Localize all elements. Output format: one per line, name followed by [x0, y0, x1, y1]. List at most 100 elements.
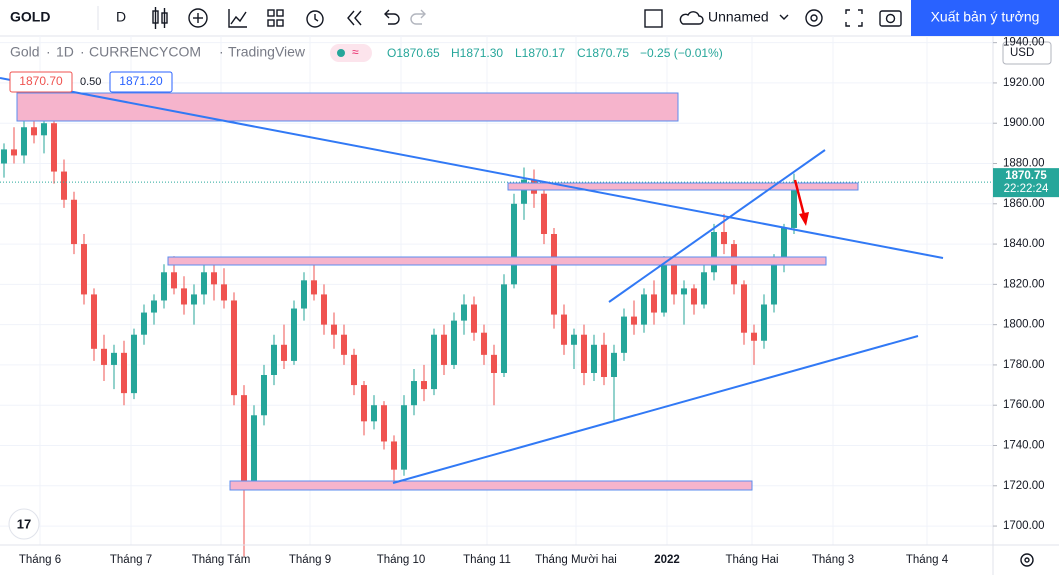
candle-body [561, 314, 567, 345]
candle-body [231, 300, 237, 396]
svg-text:17: 17 [17, 516, 31, 531]
zone[interactable] [167, 256, 827, 266]
x-tick-label: Tháng Hai [725, 554, 778, 566]
zone[interactable] [16, 92, 679, 122]
replay-icon[interactable] [347, 10, 362, 26]
candle-body [351, 354, 357, 386]
y-tick-label: 1840.00 [1003, 238, 1045, 250]
y-tick-label: 1780.00 [1003, 359, 1045, 371]
candle-body [451, 320, 457, 365]
snapshot-icon[interactable] [879, 10, 902, 27]
candle-body [331, 324, 337, 335]
currency-button[interactable] [1002, 41, 1052, 65]
candle-body [311, 280, 317, 295]
publish-label[interactable]: Xuất bản ý tưởng [931, 9, 1040, 25]
compare-icon[interactable] [228, 9, 247, 28]
trend-line[interactable] [0, 77, 944, 259]
last-price-box [993, 168, 1059, 198]
candle-body [651, 294, 657, 313]
x-tick-label: Tháng 7 [110, 554, 152, 566]
axis-settings-icon[interactable] [1020, 553, 1034, 567]
candle-body [761, 304, 767, 341]
arrow-head [799, 212, 809, 226]
spread: 0.50 [80, 76, 101, 88]
candle-body [681, 288, 687, 295]
x-tick-label: Tháng Mười hai [535, 554, 617, 566]
candle-body [581, 334, 587, 373]
candle-body [241, 395, 247, 482]
y-tick-label: 1880.00 [1003, 158, 1045, 170]
candle-body [1, 149, 7, 164]
candle-body [721, 231, 727, 245]
publish-button[interactable] [911, 0, 1059, 36]
order-panel: 1870.70 0.50 1871.20 [9, 71, 173, 93]
candle-body [271, 344, 277, 375]
select-layout-icon[interactable] [644, 9, 663, 28]
candle-body [151, 300, 157, 313]
layout-menu-arrow[interactable] [779, 14, 789, 20]
legend-change: −0.25 (−0.01%) [640, 46, 723, 60]
fullscreen-icon[interactable] [845, 9, 863, 27]
candle-body [541, 193, 547, 235]
candle-body [571, 334, 577, 345]
candle-body [261, 374, 267, 416]
candle-body [101, 348, 107, 365]
layout-name[interactable]: Unnamed [708, 9, 769, 25]
indicators-icon[interactable] [188, 8, 208, 28]
candle-body [61, 171, 67, 200]
candle-body [411, 381, 417, 406]
sell-button[interactable] [9, 71, 73, 93]
y-tick-label: 1700.00 [1003, 520, 1045, 532]
candle-body [321, 294, 327, 325]
candle-body [211, 272, 217, 285]
currency[interactable]: USD [1010, 47, 1034, 59]
countdown: 22:22:24 [1004, 183, 1049, 195]
y-tick-label: 1920.00 [1003, 77, 1045, 89]
sell-price[interactable]: 1870.70 [19, 74, 63, 88]
y-tick-label: 1740.00 [1003, 440, 1045, 452]
candle-body [141, 312, 147, 335]
candle-body [221, 284, 227, 301]
candle-body [621, 316, 627, 353]
arrow[interactable] [793, 179, 806, 216]
drawings [0, 77, 944, 491]
candle-body [71, 199, 77, 245]
interval-button[interactable]: D [116, 9, 126, 25]
x-tick-label: Tháng 3 [812, 554, 854, 566]
candle-body [161, 272, 167, 301]
legend-low: L1870.17 [515, 46, 565, 60]
candle-body [611, 352, 617, 378]
cloud-icon[interactable] [679, 11, 704, 25]
redo-icon[interactable] [410, 9, 426, 25]
legend-open: O1870.65 [387, 46, 440, 60]
candle-body [51, 123, 57, 172]
candle-body [471, 304, 477, 333]
buy-price[interactable]: 1871.20 [119, 74, 163, 88]
zone[interactable] [507, 182, 859, 191]
candle-body [631, 316, 637, 325]
status-icon: ≈ [352, 45, 359, 59]
candle-body [381, 405, 387, 442]
legend-exchange: CURRENCYCOM [89, 44, 201, 60]
undo-icon[interactable] [384, 9, 400, 25]
templates-icon[interactable] [267, 9, 284, 27]
zone[interactable] [229, 480, 753, 491]
candle-body [671, 264, 677, 295]
trend-line[interactable] [608, 149, 826, 303]
candle-body [591, 344, 597, 373]
trend-line[interactable] [392, 335, 919, 484]
candle-body [31, 127, 37, 136]
tv-logo: 17 [8, 508, 40, 540]
candle-body [551, 234, 557, 315]
candle-body [521, 179, 527, 204]
symbol-button[interactable]: GOLD [10, 9, 50, 25]
status-badge[interactable] [330, 44, 372, 62]
candle-style-icon[interactable] [152, 7, 168, 29]
candle-body [461, 304, 467, 321]
buy-button[interactable] [109, 71, 173, 93]
alert-icon[interactable] [306, 10, 324, 28]
x-tick-label: Tháng 6 [19, 554, 61, 566]
candle-body [661, 264, 667, 313]
settings-icon[interactable] [805, 9, 823, 27]
